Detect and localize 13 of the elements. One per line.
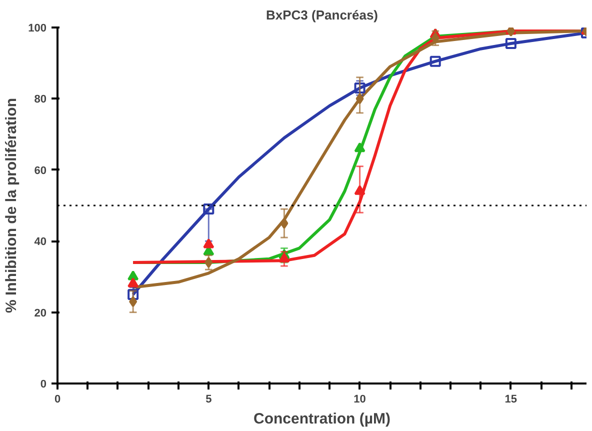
y-tick-label: 40 (34, 236, 47, 248)
y-tick-label: 100 (28, 22, 47, 34)
y-axis-title: % Inhibition de la prolifération (3, 98, 20, 313)
x-axis-title: Concentration (µM) (254, 410, 390, 428)
x-tick-label: 10 (354, 394, 366, 406)
x-tick-label: 5 (206, 394, 212, 406)
x-tick-label: 15 (504, 394, 518, 406)
y-tick-label: 0 (40, 378, 47, 390)
y-tick-label: 20 (34, 307, 47, 320)
x-tick-label: 0 (54, 394, 61, 406)
y-tick-label: 80 (34, 94, 47, 106)
chart-title: BxPC3 (Pancréas) (266, 8, 378, 22)
y-tick-label: 60 (34, 164, 47, 177)
